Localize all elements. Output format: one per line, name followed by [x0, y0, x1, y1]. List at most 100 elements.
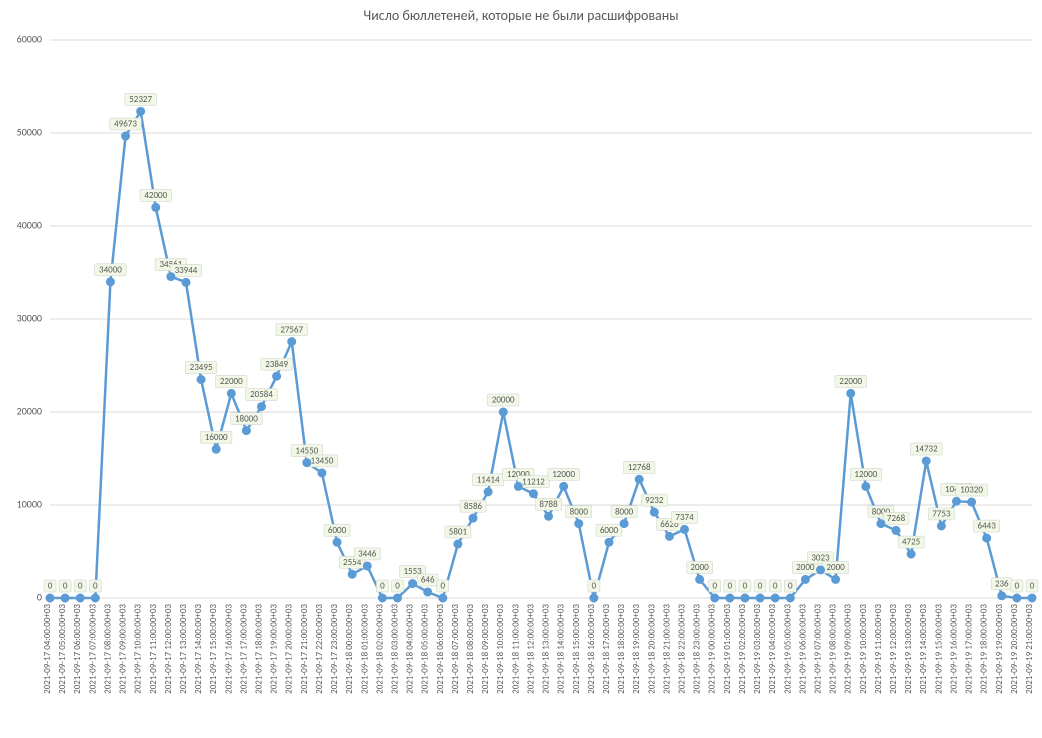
- series-marker: [529, 490, 537, 498]
- data-label: 11414: [477, 475, 500, 486]
- series-marker: [650, 508, 658, 516]
- data-label: 13450: [311, 456, 334, 467]
- data-label: 12000: [854, 469, 877, 480]
- x-tick-label: 2021-09-17 16:00:00+03: [223, 604, 234, 694]
- data-label: 6443: [978, 521, 997, 532]
- series-marker: [756, 594, 764, 602]
- x-tick-label: 2021-09-19 14:00:00+03: [918, 604, 929, 694]
- x-tick-label: 2021-09-18 03:00:00+03: [389, 604, 400, 694]
- series-marker: [454, 540, 462, 548]
- data-label: 34000: [99, 264, 122, 275]
- series-marker: [983, 534, 991, 542]
- y-tick-label: 50000: [17, 125, 42, 138]
- series-marker: [998, 592, 1006, 600]
- data-label: 6000: [328, 525, 347, 536]
- series-marker: [303, 459, 311, 467]
- x-tick-label: 2021-09-17 07:00:00+03: [87, 604, 98, 694]
- x-tick-label: 2021-09-18 07:00:00+03: [450, 604, 461, 694]
- series-marker: [499, 408, 507, 416]
- series-marker: [333, 538, 341, 546]
- x-tick-label: 2021-09-19 15:00:00+03: [933, 604, 944, 694]
- data-label: 0: [1030, 581, 1035, 592]
- series-marker: [46, 594, 54, 602]
- data-label: 10320: [960, 485, 983, 496]
- series-marker: [681, 525, 689, 533]
- data-label: 0: [592, 581, 597, 592]
- data-label: 9232: [645, 495, 664, 506]
- x-tick-label: 2021-09-19 17:00:00+03: [964, 604, 975, 694]
- series-marker: [590, 594, 598, 602]
- series-marker: [635, 475, 643, 483]
- data-label: 0: [743, 581, 748, 592]
- x-tick-label: 2021-09-19 02:00:00+03: [737, 604, 748, 694]
- data-label: 22000: [220, 376, 243, 387]
- chart-title: Число бюллетеней, которые не были расшиф…: [363, 7, 678, 24]
- data-label: 18000: [235, 413, 258, 424]
- data-label: 2000: [826, 562, 845, 573]
- series-marker: [726, 594, 734, 602]
- x-tick-label: 2021-09-18 09:00:00+03: [480, 604, 491, 694]
- x-tick-label: 2021-09-17 17:00:00+03: [238, 604, 249, 694]
- series-marker: [952, 497, 960, 505]
- series-marker: [258, 403, 266, 411]
- series-marker: [575, 520, 583, 528]
- y-tick-label: 20000: [17, 404, 42, 417]
- data-label: 0: [728, 581, 733, 592]
- data-label: 8788: [539, 499, 558, 510]
- x-tick-label: 2021-09-19 04:00:00+03: [767, 604, 778, 694]
- x-tick-label: 2021-09-18 15:00:00+03: [571, 604, 582, 694]
- x-tick-label: 2021-09-18 17:00:00+03: [601, 604, 612, 694]
- x-tick-label: 2021-09-19 20:00:00+03: [1009, 604, 1020, 694]
- data-label: 4725: [902, 537, 921, 548]
- series-marker: [771, 594, 779, 602]
- data-label: 23849: [265, 359, 288, 370]
- data-label: 8000: [570, 506, 589, 517]
- x-axis-labels: 2021-09-17 04:00:00+032021-09-17 05:00:0…: [42, 604, 1035, 694]
- series-marker: [137, 107, 145, 115]
- series-marker: [152, 203, 160, 211]
- series-marker: [514, 482, 522, 490]
- series-marker: [892, 526, 900, 534]
- data-label: 12768: [628, 462, 651, 473]
- series-marker: [862, 482, 870, 490]
- x-tick-label: 2021-09-18 10:00:00+03: [495, 604, 506, 694]
- data-label: 20000: [492, 395, 515, 406]
- x-tick-label: 2021-09-19 05:00:00+03: [782, 604, 793, 694]
- series-marker: [318, 469, 326, 477]
- data-labels: 0000340004967352327420003456133944234951…: [44, 93, 1038, 592]
- x-tick-label: 2021-09-19 01:00:00+03: [722, 604, 733, 694]
- x-tick-label: 2021-09-19 21:00:00+03: [1024, 604, 1035, 694]
- y-tick-label: 40000: [17, 218, 42, 231]
- data-label: 12000: [552, 469, 575, 480]
- x-tick-label: 2021-09-17 19:00:00+03: [269, 604, 280, 694]
- series-marker: [182, 278, 190, 286]
- series-marker: [242, 427, 250, 435]
- x-tick-label: 2021-09-18 23:00:00+03: [692, 604, 703, 694]
- data-label: 0: [1015, 581, 1020, 592]
- x-tick-label: 2021-09-18 04:00:00+03: [405, 604, 416, 694]
- x-tick-label: 2021-09-17 06:00:00+03: [72, 604, 83, 694]
- data-label: 27567: [280, 324, 303, 335]
- series-marker: [348, 570, 356, 578]
- data-label: 6000: [600, 525, 619, 536]
- data-label: 0: [63, 581, 68, 592]
- data-label: 8000: [615, 506, 634, 517]
- x-tick-label: 2021-09-19 08:00:00+03: [828, 604, 839, 694]
- x-tick-label: 2021-09-18 18:00:00+03: [616, 604, 627, 694]
- series-marker: [393, 594, 401, 602]
- x-tick-label: 2021-09-17 14:00:00+03: [193, 604, 204, 694]
- x-tick-label: 2021-09-18 01:00:00+03: [359, 604, 370, 694]
- data-label: 7268: [887, 513, 906, 524]
- data-label: 52327: [129, 94, 152, 105]
- data-label: 49673: [114, 119, 137, 130]
- series-marker: [91, 594, 99, 602]
- x-tick-label: 2021-09-17 12:00:00+03: [163, 604, 174, 694]
- series-marker: [741, 594, 749, 602]
- series-marker: [545, 512, 553, 520]
- x-tick-label: 2021-09-19 13:00:00+03: [903, 604, 914, 694]
- series-marker: [197, 375, 205, 383]
- x-tick-label: 2021-09-17 20:00:00+03: [284, 604, 295, 694]
- data-label: 11212: [522, 476, 545, 487]
- y-tick-label: 60000: [17, 32, 42, 45]
- data-label: 7374: [675, 512, 694, 523]
